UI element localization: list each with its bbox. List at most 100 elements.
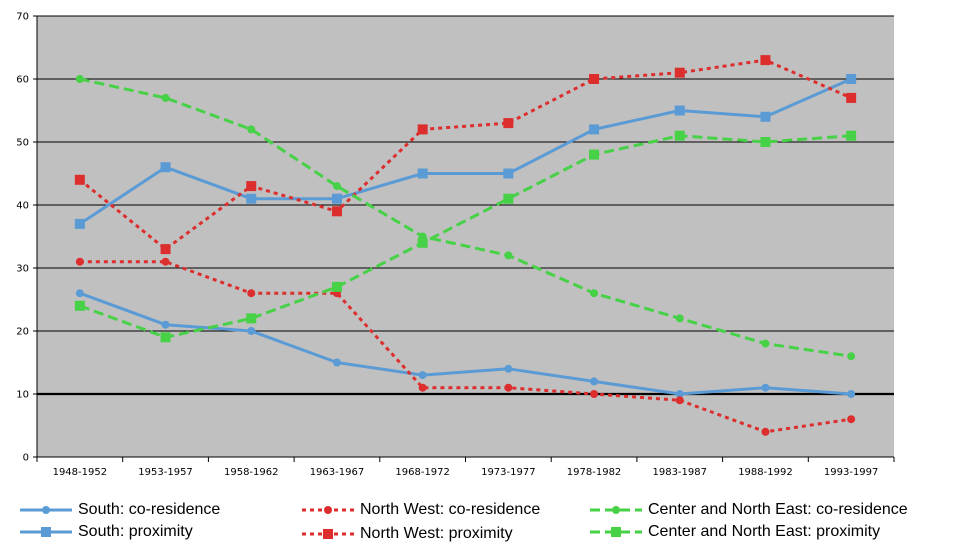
data-point	[503, 193, 514, 204]
data-point	[761, 383, 770, 392]
data-point	[74, 300, 85, 311]
data-point	[504, 383, 513, 392]
data-point	[160, 162, 171, 173]
data-point	[675, 396, 684, 405]
data-point	[760, 111, 771, 122]
y-tick-label: 20	[16, 327, 29, 338]
data-point	[161, 257, 170, 266]
data-point	[247, 327, 256, 335]
legend-swatch	[590, 506, 642, 514]
data-point	[74, 174, 85, 185]
legend-label: Center and North East: proximity	[648, 523, 881, 540]
data-point	[674, 105, 685, 116]
x-tick-label: 1993-1997	[824, 467, 879, 478]
x-tick-label: 1953-1957	[138, 467, 193, 478]
legend-label: North West: proximity	[360, 525, 513, 542]
data-point	[675, 314, 684, 323]
x-tick-label: 1968-1972	[395, 467, 450, 478]
data-point	[846, 74, 857, 84]
legend-swatch	[20, 506, 72, 514]
data-point	[503, 168, 514, 179]
data-point	[75, 257, 84, 266]
data-point	[846, 130, 857, 141]
x-tick-label: 1948-1952	[53, 467, 108, 478]
data-point	[332, 358, 341, 367]
data-point	[847, 415, 856, 424]
data-point	[331, 206, 342, 217]
data-point	[846, 92, 857, 103]
data-point	[760, 137, 771, 147]
data-point	[674, 67, 685, 78]
data-point	[847, 390, 856, 398]
data-point	[504, 251, 513, 260]
x-tick-label: 1978-1982	[567, 467, 622, 478]
data-point	[418, 371, 427, 380]
legend-item-center-north-east-proximity: Center and North East: proximity	[588, 522, 880, 542]
data-point	[161, 320, 170, 329]
series-line-cne_cores	[79, 77, 852, 358]
data-point	[332, 182, 341, 191]
series-cne_prox	[74, 130, 857, 343]
series-line-nw_cores	[79, 260, 852, 434]
data-point	[246, 193, 257, 204]
data-point	[589, 149, 600, 160]
y-tick-label: 70	[16, 12, 29, 23]
data-point	[761, 339, 770, 348]
data-point	[161, 93, 170, 102]
data-point	[503, 118, 514, 129]
data-point	[590, 390, 599, 398]
legend: South: co-residence South: proximity Nor…	[0, 488, 954, 544]
data-point	[589, 74, 600, 84]
plot-area	[37, 16, 894, 457]
y-tick-label: 50	[16, 138, 29, 149]
legend-item-south-co-residence: South: co-residence	[18, 500, 220, 520]
legend-swatch	[302, 529, 354, 539]
y-tick-label: 10	[16, 390, 29, 401]
legend-label: Center and North East: co-residence	[648, 501, 908, 518]
series-line-s_prox	[79, 77, 852, 226]
legend-item-south-proximity: South: proximity	[18, 522, 193, 542]
legend-item-center-north-east-co-residence: Center and North East: co-residence	[588, 500, 908, 520]
x-tick-label: 1963-1967	[310, 467, 365, 478]
x-tick-label: 1983-1987	[652, 467, 707, 478]
data-point	[847, 352, 856, 361]
data-point	[331, 281, 342, 292]
data-point	[74, 218, 85, 229]
data-point	[674, 130, 685, 141]
data-point	[675, 390, 684, 398]
legend-item-north-west-co-residence: North West: co-residence	[300, 500, 540, 520]
data-point	[760, 55, 771, 66]
data-point	[75, 289, 84, 298]
data-point	[590, 289, 599, 298]
data-point	[417, 168, 428, 179]
data-point	[246, 313, 257, 324]
data-point	[417, 237, 428, 248]
legend-swatch	[302, 506, 354, 514]
data-point	[418, 383, 427, 392]
x-tick-label: 1988-1992	[738, 467, 793, 478]
legend-swatch	[590, 527, 642, 537]
y-tick-label: 30	[16, 264, 29, 275]
legend-label: South: proximity	[78, 523, 193, 540]
legend-label: South: co-residence	[78, 501, 221, 518]
legend-swatch	[20, 527, 72, 537]
data-point	[331, 193, 342, 204]
data-point	[417, 124, 428, 135]
data-point	[160, 244, 171, 255]
legend-label: North West: co-residence	[360, 501, 541, 518]
data-point	[75, 75, 84, 83]
data-point	[247, 289, 256, 298]
data-point	[246, 181, 257, 192]
x-tick-label: 1973-1977	[481, 467, 536, 478]
data-point	[247, 125, 256, 134]
data-point	[589, 124, 600, 135]
data-point	[160, 332, 171, 343]
legend-item-north-west-proximity: North West: proximity	[300, 524, 513, 544]
data-point	[590, 377, 599, 386]
series-line-nw_prox	[78, 58, 852, 251]
data-point	[504, 364, 513, 373]
y-tick-label: 40	[16, 201, 29, 212]
series-line-cne_prox	[79, 134, 852, 339]
data-point	[761, 427, 770, 436]
